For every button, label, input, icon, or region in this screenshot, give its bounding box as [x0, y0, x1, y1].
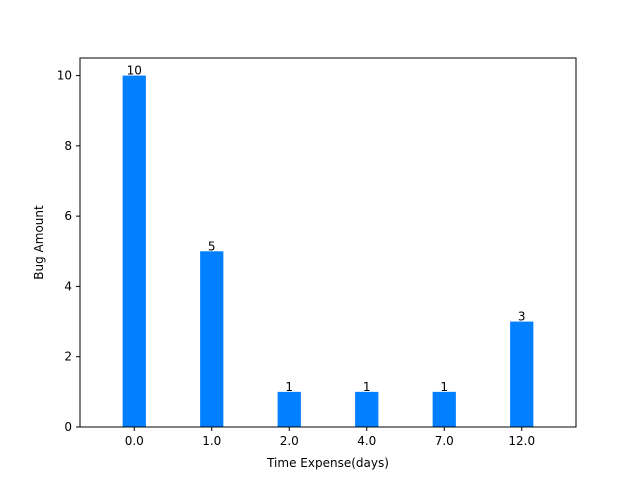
- y-axis: 0 2 4 6 8 10: [57, 69, 80, 434]
- bar-value-label: 5: [208, 239, 216, 253]
- bars-layer: [122, 75, 534, 428]
- bar: [200, 251, 224, 427]
- x-tick-label: 12.0: [508, 434, 535, 448]
- y-tick-label: 10: [57, 69, 72, 83]
- y-tick-label: 6: [64, 209, 72, 223]
- y-axis-label: Bug Amount: [32, 205, 46, 280]
- bar-value-label: 1: [363, 380, 371, 394]
- bar: [122, 75, 146, 428]
- x-tick-label: 7.0: [435, 434, 454, 448]
- bar: [355, 391, 379, 427]
- bar-value-label: 1: [285, 380, 293, 394]
- bar: [510, 321, 534, 427]
- y-tick-label: 2: [64, 350, 72, 364]
- x-tick-label: 1.0: [202, 434, 221, 448]
- x-tick-label: 0.0: [125, 434, 144, 448]
- bar-value-label: 10: [127, 64, 142, 78]
- x-tick-label: 2.0: [280, 434, 299, 448]
- bar-value-label: 1: [440, 380, 448, 394]
- y-tick-label: 8: [64, 139, 72, 153]
- plot-frame: [79, 57, 577, 428]
- x-tick-label: 4.0: [357, 434, 376, 448]
- bar-value-label: 3: [518, 310, 526, 324]
- bar: [277, 391, 301, 427]
- x-axis: 0.0 1.0 2.0 4.0 7.0 12.0: [125, 427, 535, 448]
- data-labels-layer: 10 5 1 1 1 3: [127, 64, 526, 394]
- y-tick-label: 0: [64, 420, 72, 434]
- y-tick-label: 4: [64, 279, 72, 293]
- x-axis-label: Time Expense(days): [266, 456, 389, 470]
- bar: [432, 391, 456, 427]
